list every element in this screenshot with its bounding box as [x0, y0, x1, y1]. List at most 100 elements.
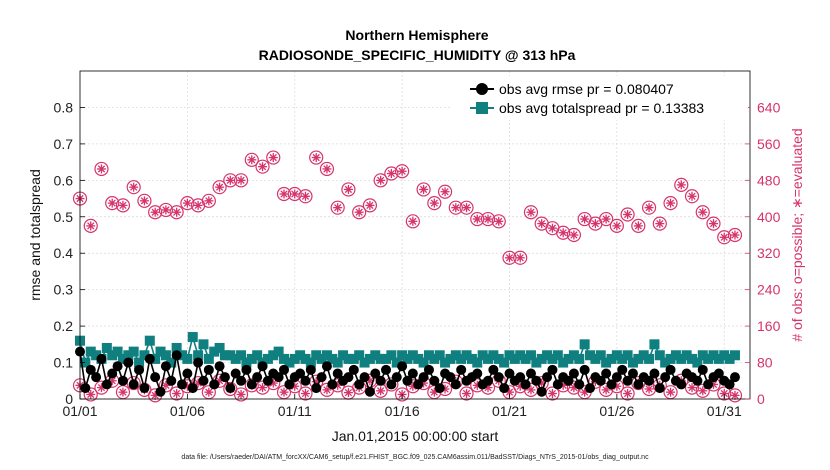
- spread-point: [708, 350, 719, 361]
- obs-evaluated-star-stroke: [559, 229, 567, 237]
- spread-point: [687, 353, 698, 364]
- spread-point: [418, 357, 429, 368]
- obs-evaluated-star-stroke: [344, 185, 353, 194]
- obs-count-point: [513, 250, 528, 265]
- rmse-point: [654, 383, 665, 394]
- obs-evaluated-star-stroke: [258, 383, 267, 392]
- spread-point: [466, 353, 477, 364]
- obs-count-point: [169, 205, 184, 220]
- spread-point: [80, 357, 91, 368]
- spread-point: [413, 353, 424, 364]
- obs-evaluated-star-stroke: [205, 388, 213, 396]
- spread-point: [123, 350, 134, 361]
- spread-point: [166, 357, 177, 368]
- obs-evaluated-star-stroke: [699, 387, 707, 395]
- obs-possible-marker: [395, 164, 410, 179]
- obs-possible-marker: [169, 386, 184, 401]
- obs-count-point: [523, 205, 539, 220]
- spread-point: [391, 357, 402, 368]
- rmse-point: [713, 368, 724, 379]
- obs-evaluated-star-stroke: [248, 156, 256, 164]
- spread-point: [552, 350, 563, 361]
- obs-possible-marker: [319, 161, 335, 177]
- rmse-point: [273, 372, 284, 383]
- obs-possible-marker: [684, 189, 700, 204]
- y-tick-label: 0.1: [54, 355, 74, 371]
- rmse-point: [214, 361, 225, 372]
- obs-possible-marker: [94, 161, 109, 177]
- obs-count-low-point: [276, 385, 292, 400]
- rmse-point: [252, 372, 263, 383]
- obs-count-point: [287, 186, 302, 202]
- x-tick-label: 01/31: [707, 403, 742, 419]
- rmse-point: [370, 368, 381, 379]
- rmse-point: [85, 364, 96, 375]
- obs-possible-marker: [330, 200, 345, 215]
- obs-count-point: [373, 173, 388, 188]
- obs-possible-marker: [717, 230, 732, 245]
- obs-count-point: [405, 214, 420, 229]
- obs-evaluated-star-stroke: [409, 217, 417, 225]
- spread-point: [504, 350, 515, 361]
- rmse-point: [520, 379, 531, 390]
- obs-count-point: [727, 227, 743, 243]
- obs-count-low-point: [459, 386, 474, 401]
- obs-count-low-point: [298, 386, 313, 401]
- spread-point: [558, 357, 569, 368]
- obs-evaluated-star-stroke: [280, 388, 288, 396]
- spread-point: [633, 353, 644, 364]
- obs-evaluated-star-stroke: [366, 201, 374, 210]
- rmse-point: [134, 364, 145, 375]
- y-tick-label: 0.3: [54, 282, 74, 298]
- obs-evaluated-star-stroke: [613, 222, 621, 230]
- spread-point: [381, 353, 392, 364]
- rmse-point: [413, 379, 424, 390]
- obs-possible-marker: [212, 180, 227, 195]
- obs-evaluated-star-stroke: [484, 383, 492, 392]
- obs-evaluated-star-stroke: [623, 389, 632, 398]
- obs-possible-marker: [695, 383, 710, 398]
- obs-count-low-point: [233, 387, 249, 402]
- obs-count-point: [352, 205, 367, 220]
- spread-point: [171, 342, 182, 353]
- obs-possible-marker: [427, 196, 442, 211]
- obs-count-point: [717, 230, 732, 245]
- obs-evaluated-star-stroke: [140, 197, 149, 205]
- obs-count-point: [556, 225, 571, 240]
- obs-evaluated-star-stroke: [570, 231, 578, 239]
- obs-count-point: [105, 196, 120, 211]
- obs-count-low-point: [717, 386, 732, 401]
- x-tick-label: 01/06: [170, 403, 205, 419]
- rmse-point: [418, 372, 429, 383]
- obs-count-point: [255, 159, 270, 174]
- obs-count-point: [427, 196, 442, 211]
- obs-count-point: [706, 216, 721, 231]
- obs-evaluated-star-stroke: [495, 217, 503, 225]
- spread-point: [547, 353, 558, 364]
- obs-possible-marker: [83, 218, 98, 233]
- spread-point: [273, 346, 284, 357]
- rmse-point: [155, 386, 166, 397]
- obs-evaluated-star-stroke: [162, 206, 170, 214]
- obs-evaluated-star-stroke: [527, 208, 535, 216]
- rmse-point: [150, 372, 161, 383]
- rmse-point: [354, 379, 365, 390]
- rmse-point: [504, 368, 515, 379]
- obs-possible-marker: [384, 377, 399, 392]
- rmse-point: [563, 375, 574, 386]
- spread-point: [332, 357, 343, 368]
- rmse-point: [542, 372, 553, 383]
- obs-count-point: [330, 200, 345, 215]
- rmse-point: [407, 368, 418, 379]
- obs-count-point: [212, 180, 227, 195]
- spread-point: [611, 350, 622, 361]
- spread-point: [252, 350, 263, 361]
- spread-point: [198, 339, 209, 350]
- obs-count-point: [599, 211, 614, 227]
- obs-evaluated-star-stroke: [581, 215, 589, 223]
- spread-point: [660, 357, 671, 368]
- rmse-point: [91, 372, 102, 383]
- obs-possible-marker: [244, 378, 259, 393]
